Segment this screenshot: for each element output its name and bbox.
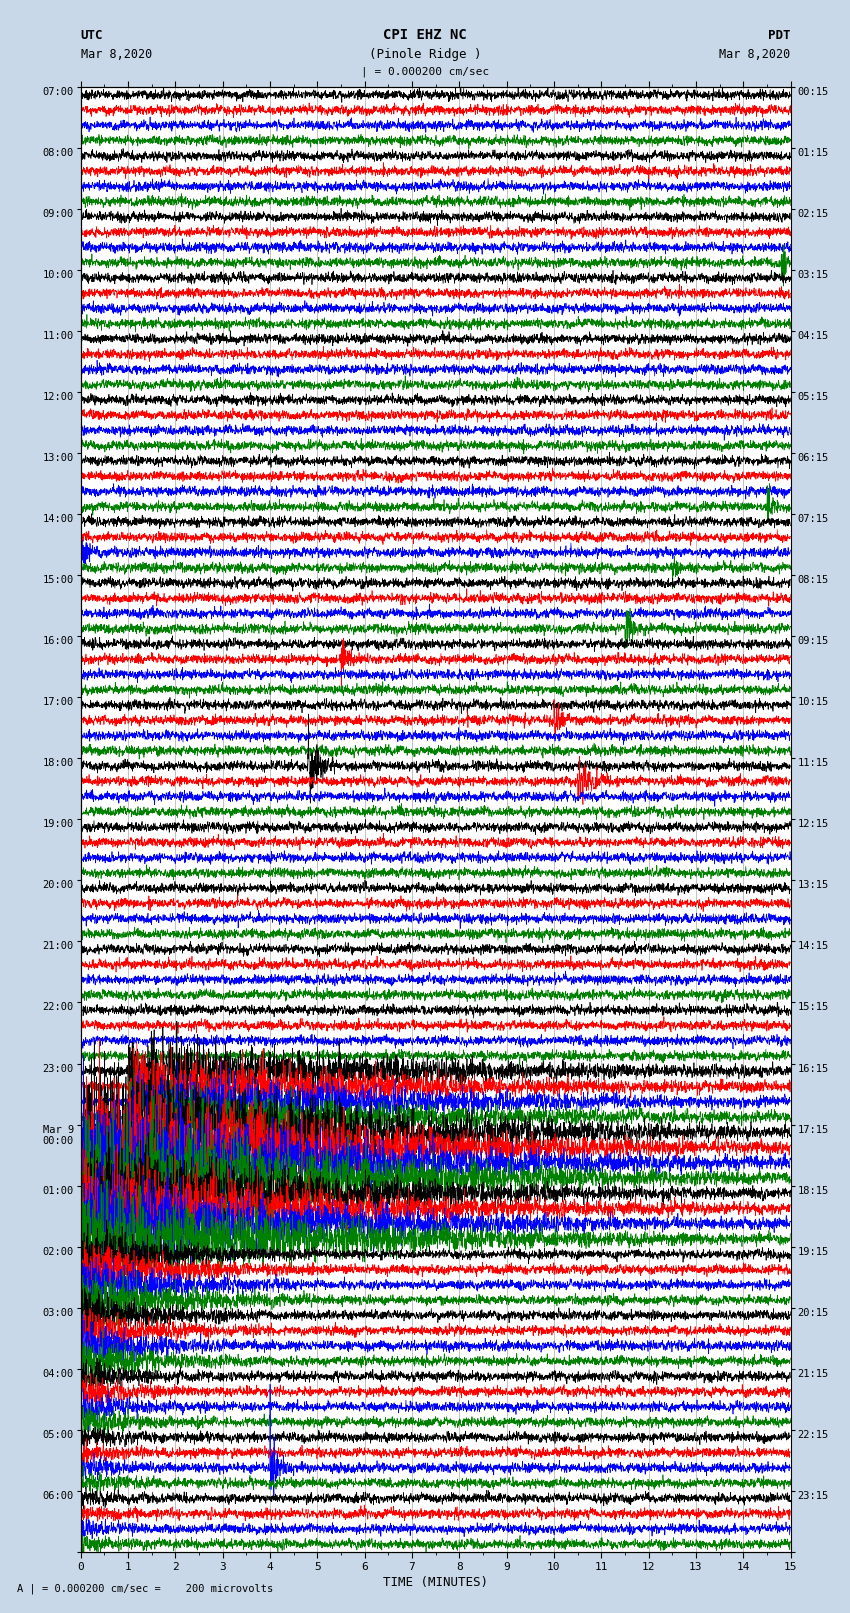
- Text: Mar 8,2020: Mar 8,2020: [719, 48, 791, 61]
- Text: PDT: PDT: [768, 29, 790, 42]
- Text: A | = 0.000200 cm/sec =    200 microvolts: A | = 0.000200 cm/sec = 200 microvolts: [17, 1582, 273, 1594]
- Text: UTC: UTC: [81, 29, 103, 42]
- X-axis label: TIME (MINUTES): TIME (MINUTES): [383, 1576, 488, 1589]
- Text: (Pinole Ridge ): (Pinole Ridge ): [369, 48, 481, 61]
- Text: Mar 8,2020: Mar 8,2020: [81, 48, 152, 61]
- Text: CPI EHZ NC: CPI EHZ NC: [383, 27, 467, 42]
- Text: | = 0.000200 cm/sec: | = 0.000200 cm/sec: [361, 66, 489, 77]
